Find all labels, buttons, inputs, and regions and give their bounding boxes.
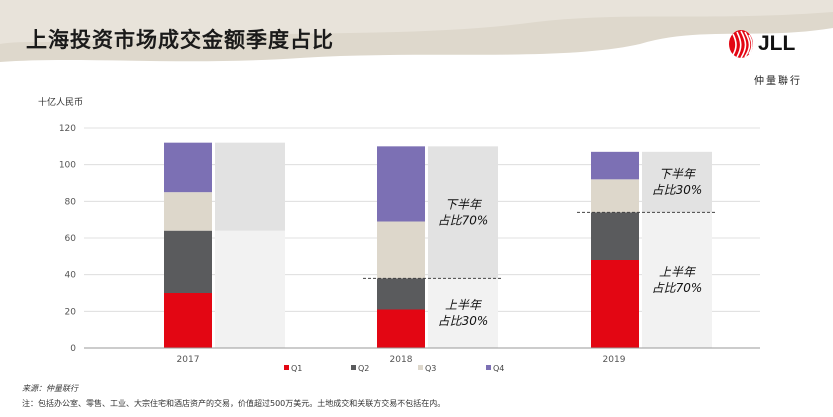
annotation-label: 下半年 (445, 197, 483, 211)
y-tick-label: 100 (59, 161, 76, 171)
bar-segment-q2 (591, 212, 639, 260)
annotation-label: 占比70% (438, 213, 489, 227)
bar-segment-q4 (591, 151, 639, 180)
jll-logo-icon (729, 30, 753, 59)
annotation-label: 占比70% (652, 281, 703, 295)
first-half-panel (215, 230, 285, 348)
second-half-panel (642, 151, 712, 213)
legend-swatch-q3 (418, 365, 423, 370)
bar-segment-q1 (591, 260, 639, 348)
y-tick-label: 60 (65, 234, 77, 244)
logo-text: JLL (758, 32, 796, 55)
y-tick-label: 80 (65, 197, 77, 207)
bar-segment-q4 (377, 146, 425, 222)
legend-label-q1: Q1 (291, 364, 302, 373)
annotation-label: 占比30% (438, 314, 489, 328)
legend-label-q2: Q2 (358, 364, 369, 373)
header-brush-band (0, 0, 833, 62)
y-axis-unit-label: 十亿人民币 (38, 98, 84, 108)
logo-subtitle: 仲量聯行 (754, 76, 802, 87)
bar-segment-q2 (377, 278, 425, 310)
bar-segment-q3 (164, 192, 212, 231)
bar-segment-q3 (591, 179, 639, 213)
bar-segment-q2 (164, 230, 212, 293)
second-half-panel (215, 142, 285, 231)
x-tick-label: 2017 (177, 355, 200, 365)
annotation-label: 占比30% (652, 183, 703, 197)
x-tick-label: 2018 (390, 355, 413, 365)
bar-segment-q1 (164, 293, 212, 348)
legend-swatch-q1 (284, 365, 289, 370)
source-text: 来源：仲量联行 (22, 384, 78, 393)
annotation-label: 上半年 (445, 298, 483, 312)
first-half-panel (642, 212, 712, 348)
page-title: 上海投资市场成交金额季度占比 (26, 28, 334, 52)
y-tick-label: 20 (65, 307, 77, 317)
bar-segment-q1 (377, 309, 425, 348)
legend-swatch-q4 (486, 365, 491, 370)
x-tick-label: 2019 (603, 355, 626, 365)
footnote-text: 注：包括办公室、零售、工业、大宗住宅和酒店资产的交易，价值超过500万美元。土地… (22, 399, 446, 408)
bar-segment-q3 (377, 221, 425, 279)
y-tick-label: 120 (59, 124, 76, 134)
annotation-label: 下半年 (659, 167, 697, 181)
legend-swatch-q2 (351, 365, 356, 370)
legend-label-q3: Q3 (425, 364, 436, 373)
y-tick-label: 0 (70, 344, 76, 354)
first-half-panel (428, 278, 498, 348)
bar-segment-q4 (164, 142, 212, 193)
legend-label-q4: Q4 (493, 364, 504, 373)
annotation-label: 上半年 (659, 265, 697, 279)
y-tick-label: 40 (65, 271, 77, 281)
second-half-panel (428, 146, 498, 279)
